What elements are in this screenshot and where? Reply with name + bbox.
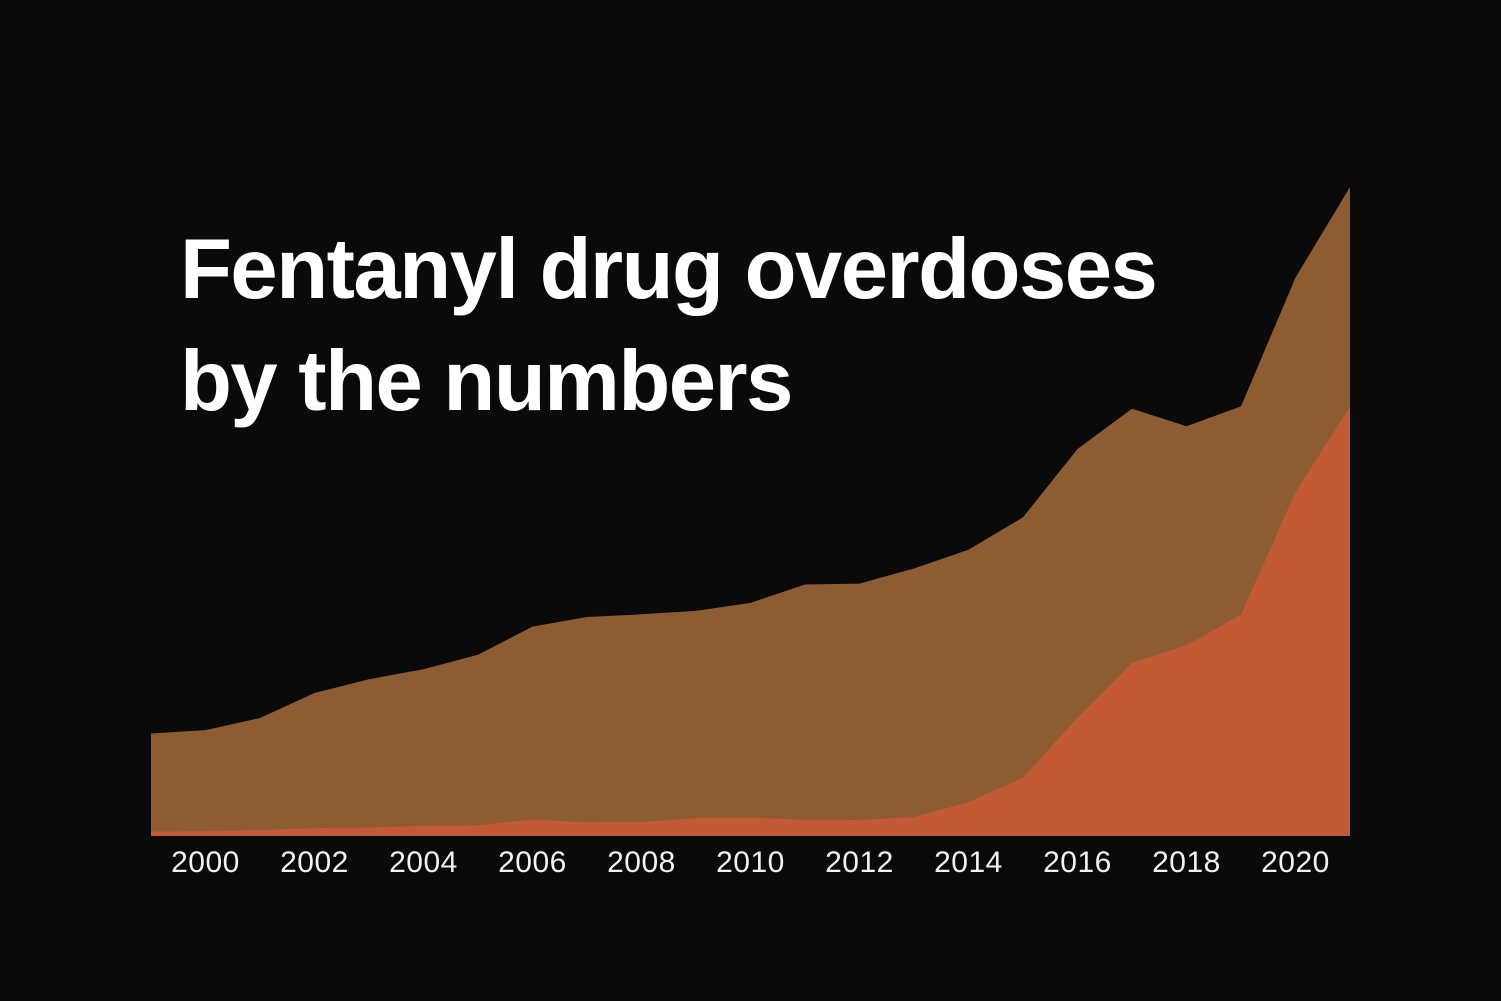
chart-title-line2: by the numbers [180,334,793,429]
total-overdoses-area [151,187,1350,836]
fentanyl-overdoses-area [151,406,1350,836]
chart-title-line1: Fentanyl drug overdoses [180,222,1158,317]
chart-title: Fentanyl drug overdoses by the numbers [180,214,1158,438]
